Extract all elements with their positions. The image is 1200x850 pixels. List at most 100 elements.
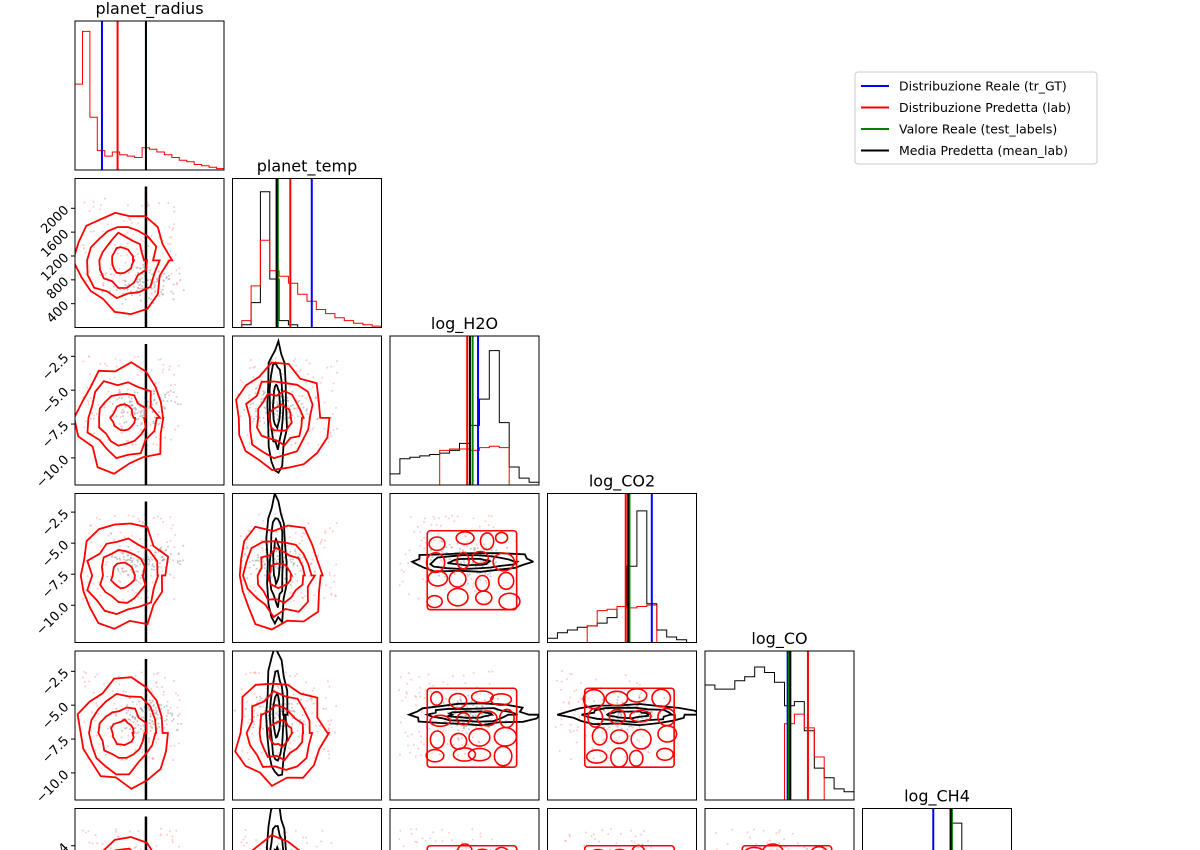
scatter-point-lab xyxy=(491,670,494,673)
scatter-point-lab xyxy=(134,731,137,734)
scatter-point-lab xyxy=(122,219,125,222)
scatter-point-lab xyxy=(247,396,250,399)
scatter-point xyxy=(310,562,313,565)
scatter-point xyxy=(252,402,255,405)
scatter-point-lab xyxy=(311,385,314,388)
scatter-point-lab xyxy=(300,592,303,595)
scatter-point-lab xyxy=(127,709,130,712)
scatter-point xyxy=(129,713,132,716)
scatter-point-lab xyxy=(421,837,424,840)
panel-frame xyxy=(389,808,540,850)
scatter-point xyxy=(638,714,641,716)
scatter-point-lab xyxy=(406,735,409,738)
scatter-point xyxy=(259,695,261,698)
scatter-point-lab xyxy=(434,587,437,590)
scatter-point-lab xyxy=(90,729,93,732)
scatter-point-lab xyxy=(400,569,403,571)
scatter-point-lab xyxy=(638,740,641,743)
scatter-point-lab xyxy=(466,545,468,548)
scatter-point-lab xyxy=(327,727,330,730)
scatter-point-lab xyxy=(284,671,287,674)
scatter-point xyxy=(174,401,177,404)
scatter-point-lab xyxy=(787,847,790,850)
scatter-point-lab xyxy=(149,722,152,725)
scatter-point xyxy=(142,411,145,414)
scatter-point-lab xyxy=(133,356,136,359)
scatter-point xyxy=(127,271,130,274)
scatter-point xyxy=(151,563,154,566)
scatter-point-lab xyxy=(178,267,181,270)
lab-contour xyxy=(452,747,477,762)
scatter-point-lab xyxy=(416,525,419,528)
scatter-point xyxy=(246,577,249,580)
scatter-point-lab xyxy=(332,428,335,431)
scatter-point-lab xyxy=(160,566,163,569)
scatter-point-lab xyxy=(610,828,612,831)
scatter-point xyxy=(114,556,116,559)
scatter-point xyxy=(148,407,151,410)
scatter-point-lab xyxy=(126,253,128,256)
lab-contour xyxy=(98,231,149,289)
lab-contour xyxy=(426,844,518,850)
scatter-point xyxy=(151,726,154,729)
scatter-point-lab xyxy=(474,565,477,568)
scatter-point-lab xyxy=(160,833,163,836)
scatter-point xyxy=(133,391,136,394)
scatter-point xyxy=(640,713,643,716)
lab-contour xyxy=(430,690,444,706)
scatter-point-lab xyxy=(175,281,178,284)
scatter-point-lab xyxy=(119,745,122,747)
scatter-panel-planet_radius-log_CH4: −10−8−6−4 xyxy=(48,808,225,850)
scatter-point-lab xyxy=(488,670,490,673)
scatter-point xyxy=(263,422,266,424)
scatter-point xyxy=(143,559,145,562)
scatter-point xyxy=(304,707,307,710)
scatter-point-lab xyxy=(301,539,303,542)
scatter-point-lab xyxy=(289,742,292,745)
scatter-point-lab xyxy=(457,737,459,739)
scatter-point xyxy=(136,412,139,414)
scatter-point-lab xyxy=(149,423,152,426)
scatter-point-lab xyxy=(99,274,102,277)
scatter-point-lab xyxy=(117,835,120,838)
scatter-point-lab xyxy=(84,672,87,675)
scatter-point-lab xyxy=(321,829,324,832)
scatter-point-lab xyxy=(423,547,426,550)
scatter-point xyxy=(459,698,462,701)
lab-contour xyxy=(494,531,509,544)
scatter-point xyxy=(495,549,498,552)
scatter-point-lab xyxy=(633,841,636,844)
scatter-point xyxy=(134,718,137,721)
scatter-point-lab xyxy=(416,841,418,844)
scatter-point-lab xyxy=(158,422,161,425)
scatter-point-lab xyxy=(276,685,279,688)
scatter-point xyxy=(151,403,154,406)
lab-contour xyxy=(493,726,518,747)
scatter-point xyxy=(593,700,596,703)
scatter-point-lab xyxy=(83,680,86,683)
scatter-point xyxy=(619,712,622,715)
lab-contour xyxy=(741,844,833,850)
scatter-point xyxy=(127,554,130,557)
scatter-point xyxy=(479,559,482,562)
scatter-point-lab xyxy=(88,356,91,358)
scatter-point-lab xyxy=(584,831,587,834)
scatter-point-lab xyxy=(258,424,261,427)
scatter-point-lab xyxy=(615,739,618,742)
scatter-point xyxy=(139,267,142,270)
scatter-point xyxy=(140,716,143,719)
scatter-point-lab xyxy=(83,201,86,204)
lab-contour xyxy=(456,843,473,850)
scatter-point xyxy=(172,283,175,286)
scatter-point-lab xyxy=(176,706,179,709)
lab-contour xyxy=(242,540,317,619)
lab-contour xyxy=(456,552,470,570)
scatter-point-lab xyxy=(484,520,487,523)
scatter-point-lab xyxy=(636,718,639,721)
scatter-point xyxy=(243,408,246,411)
scatter-point xyxy=(130,400,133,403)
scatter-point-lab xyxy=(423,536,426,539)
scatter-point-lab xyxy=(333,580,336,583)
scatter-point-lab xyxy=(453,520,456,523)
scatter-point-lab xyxy=(613,691,616,694)
